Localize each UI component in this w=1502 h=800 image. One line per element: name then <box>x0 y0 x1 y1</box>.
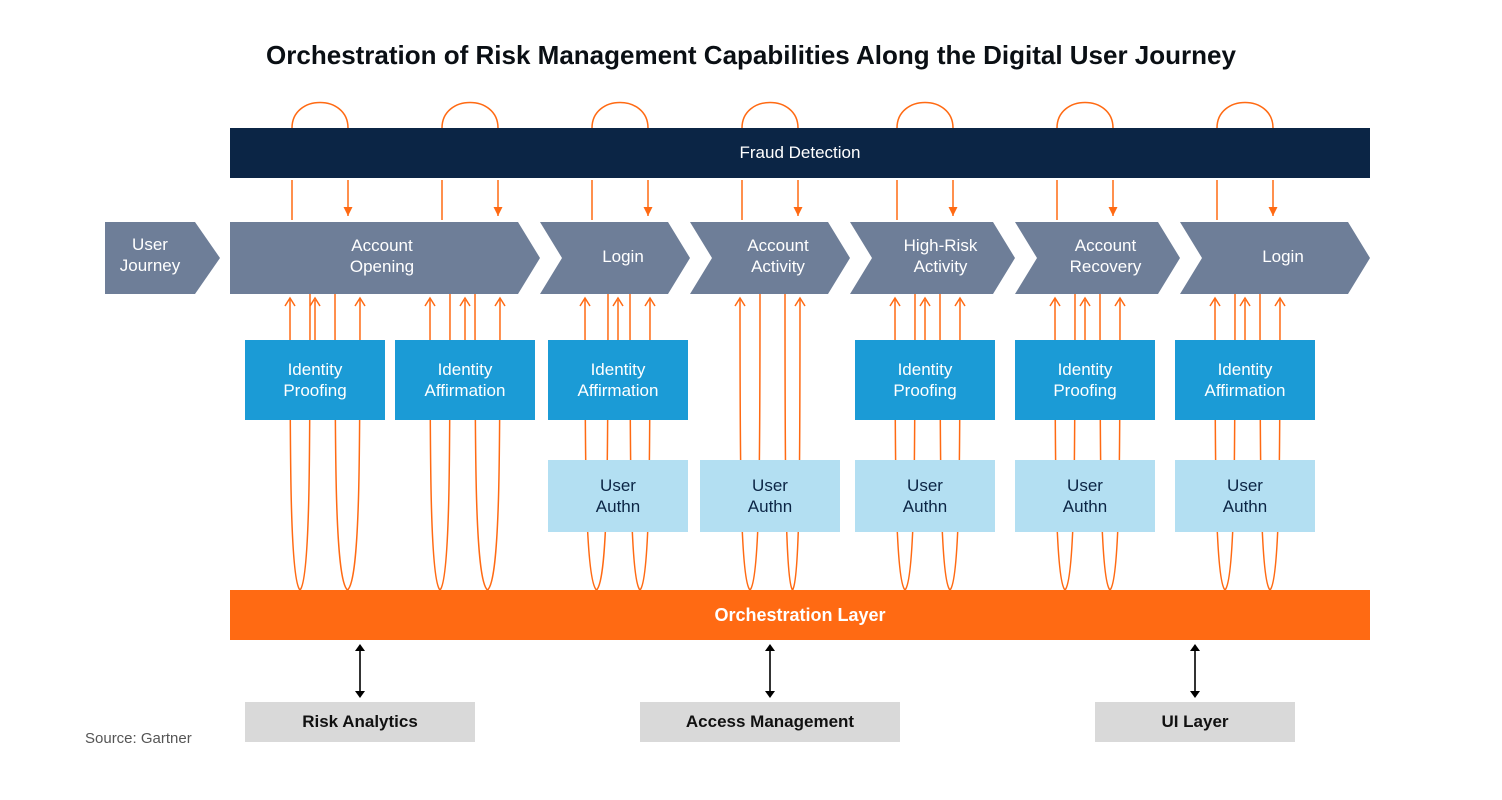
journey-step-account-activity <box>690 222 850 294</box>
journey-step-label-high-risk: High-RiskActivity <box>872 235 1009 278</box>
journey-step-account-recovery <box>1015 222 1180 294</box>
journey-step-label-login-2: Login <box>1202 246 1364 267</box>
identity-box-id-affirm-2: IdentityAffirmation <box>548 340 688 420</box>
journey-step-label-account-recovery: AccountRecovery <box>1037 235 1174 278</box>
bottom-box-access-management: Access Management <box>640 702 900 742</box>
orchestration-bar: Orchestration Layer <box>230 590 1370 640</box>
diagram-title: Orchestration of Risk Management Capabil… <box>0 40 1502 71</box>
identity-box-id-proof-1: IdentityProofing <box>245 340 385 420</box>
fraud-detection-bar: Fraud Detection <box>230 128 1370 178</box>
journey-step-label-login-1: Login <box>562 246 684 267</box>
bottom-box-risk-analytics: Risk Analytics <box>245 702 475 742</box>
authn-box-authn-1: UserAuthn <box>548 460 688 532</box>
user-journey-start-label: UserJourney <box>105 234 195 277</box>
journey-step-account-opening <box>230 222 540 294</box>
source-label: Source: Gartner <box>85 730 192 747</box>
bottom-box-ui-layer: UI Layer <box>1095 702 1295 742</box>
authn-box-authn-4: UserAuthn <box>1015 460 1155 532</box>
journey-step-label-account-opening: AccountOpening <box>230 235 534 278</box>
identity-box-id-proof-2: IdentityProofing <box>855 340 995 420</box>
authn-box-authn-5: UserAuthn <box>1175 460 1315 532</box>
journey-step-login-2 <box>1180 222 1370 294</box>
identity-box-id-affirm-3: IdentityAffirmation <box>1175 340 1315 420</box>
journey-step-login-1 <box>540 222 690 294</box>
authn-box-authn-3: UserAuthn <box>855 460 995 532</box>
journey-step-label-account-activity: AccountActivity <box>712 235 844 278</box>
diagram-stage: Orchestration of Risk Management Capabil… <box>0 0 1502 800</box>
identity-box-id-proof-3: IdentityProofing <box>1015 340 1155 420</box>
journey-step-high-risk <box>850 222 1015 294</box>
identity-box-id-affirm-1: IdentityAffirmation <box>395 340 535 420</box>
authn-box-authn-2: UserAuthn <box>700 460 840 532</box>
